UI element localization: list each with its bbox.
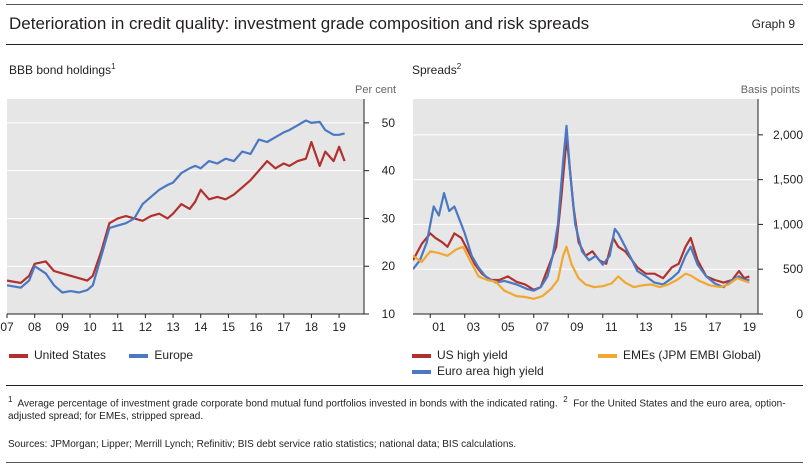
x-tick-label: 13 — [166, 320, 180, 334]
left-panel-title: BBB bond holdings1 — [9, 62, 116, 77]
right-panel-title: Spreads2 — [412, 62, 462, 77]
footnote: 1 Average percentage of investment grade… — [8, 395, 786, 423]
x-tick-label: 12 — [139, 320, 153, 334]
legend-item-united-states: United States — [9, 348, 106, 362]
legend-item-euro-area-high-yield: Euro area high yield — [412, 364, 544, 378]
series-line-europe — [7, 119, 345, 294]
x-tick-label: 05 — [501, 320, 515, 334]
legend-swatch — [598, 353, 617, 358]
legend-swatch — [9, 353, 28, 358]
series-line-united-states — [7, 140, 346, 284]
y-tick-label: 1,500 — [773, 173, 803, 187]
x-tick-label: 09 — [56, 320, 70, 334]
x-tick-label: 07 — [536, 320, 550, 334]
x-tick-label: 14 — [194, 320, 208, 334]
legend-item-emes: EMEs (JPM EMBI Global) — [598, 348, 761, 362]
x-tick-label: 10 — [83, 320, 97, 334]
y-tick-label: 10 — [382, 307, 396, 321]
x-tick-label: 17 — [708, 320, 722, 334]
x-tick-label: 16 — [249, 320, 263, 334]
x-tick-label: 19 — [743, 320, 757, 334]
legend-swatch — [412, 353, 431, 358]
x-tick-label: 01 — [432, 320, 446, 334]
left-legend: United States Europe — [9, 348, 213, 362]
x-tick-label: 17 — [277, 320, 291, 334]
y-tick-label: 30 — [382, 211, 396, 225]
y-tick-label: 2,000 — [773, 128, 803, 142]
x-tick-label: 13 — [639, 320, 653, 334]
sources: Sources: JPMorgan; Lipper; Merrill Lynch… — [8, 439, 517, 450]
x-tick-label: 09 — [570, 320, 584, 334]
x-tick-label: 07 — [0, 320, 14, 334]
left-panel-unit: Per cent — [355, 84, 396, 96]
x-tick-label: 15 — [674, 320, 688, 334]
y-tick-label: 0 — [796, 307, 803, 321]
y-tick-label: 1,000 — [773, 217, 803, 231]
series-line-euro-area-high-yield — [413, 124, 750, 292]
legend-item-europe: Europe — [129, 348, 193, 362]
y-tick-label: 40 — [382, 164, 396, 178]
bbb-holdings-chart: 10 20 30 40 50 07 08 09 10 11 12 13 14 15 16 17 18 19 — [0, 99, 396, 334]
y-tick-label: 20 — [382, 259, 396, 273]
legend-swatch — [412, 369, 431, 374]
top-rule — [6, 4, 803, 5]
right-panel-unit: Basis points — [740, 84, 800, 96]
right-legend: US high yield EMEs (JPM EMBI Global) Eur… — [412, 348, 802, 380]
bottom-rule — [6, 462, 803, 463]
x-tick-label: 11 — [111, 320, 124, 334]
plot-area — [413, 99, 758, 314]
y-tick-label: 500 — [783, 262, 803, 276]
x-tick-label: 08 — [28, 320, 42, 334]
x-tick-label: 03 — [467, 320, 481, 334]
graph-number: Graph 9 — [751, 17, 795, 31]
x-tick-label: 18 — [305, 320, 319, 334]
title-rule — [6, 44, 803, 45]
x-tick-label: 19 — [332, 320, 346, 334]
x-tick-label: 15 — [222, 320, 236, 334]
spreads-chart: 0 500 1,000 1,500 2,000 01 03 05 07 09 11 13 15 17 19 — [413, 99, 803, 334]
legend-swatch — [129, 353, 149, 358]
footer-rule — [6, 385, 803, 386]
x-tick-label: 11 — [605, 320, 618, 334]
series-line-emes-jpm-embi-global — [413, 245, 750, 300]
figure-title: Deterioration in credit quality: investm… — [9, 14, 590, 33]
legend-item-us-high-yield: US high yield — [412, 348, 508, 362]
y-tick-label: 50 — [382, 116, 396, 130]
